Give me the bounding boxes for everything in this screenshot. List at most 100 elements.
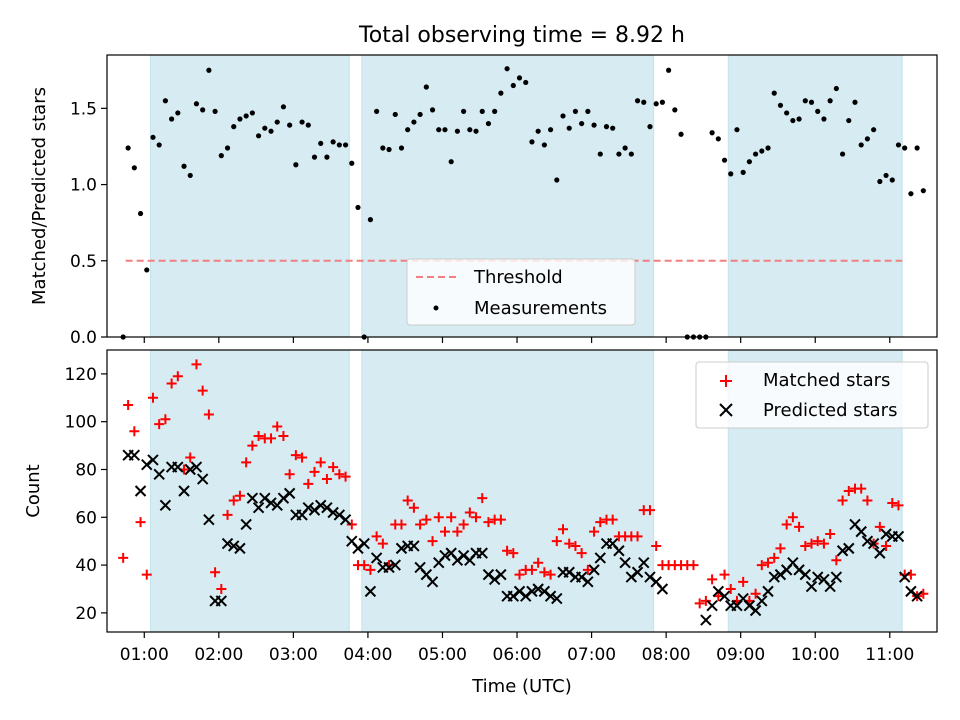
measurement-point xyxy=(771,90,777,96)
matched-star-point xyxy=(787,512,798,523)
measurement-point xyxy=(902,145,908,151)
measurement-point xyxy=(318,140,324,147)
x-tick-label: 10:00 xyxy=(791,645,840,665)
measurement-point xyxy=(734,127,740,133)
measurement-point xyxy=(871,127,877,133)
ratio-y-ticks: 0.0 0.5 1.0 1.5 xyxy=(70,99,107,348)
matched-star-point xyxy=(713,591,724,602)
observing-window-band xyxy=(149,54,350,338)
predicted-star-point xyxy=(644,571,656,583)
predicted-star-point xyxy=(358,537,370,550)
measurement-point xyxy=(510,82,516,89)
predicted-star-point xyxy=(756,595,768,607)
ratio-plot-frame xyxy=(106,54,938,338)
measurement-point xyxy=(746,159,752,165)
matched-star-point xyxy=(763,557,774,568)
predicted-star-point xyxy=(221,537,234,550)
measurement-point xyxy=(231,124,237,130)
measurement-point xyxy=(411,119,417,125)
y-tick-label: 0.5 xyxy=(70,252,97,272)
predicted-star-point xyxy=(408,540,420,552)
matched-star-point xyxy=(881,540,892,551)
measurement-point xyxy=(672,107,678,113)
predicted-star-point xyxy=(488,573,501,586)
measurement-point xyxy=(461,108,467,114)
matched-star-point xyxy=(644,505,655,516)
measurement-point xyxy=(610,125,616,131)
matched-star-point xyxy=(408,502,419,513)
measurement-point xyxy=(448,159,454,165)
matched-star-point xyxy=(781,519,792,530)
matched-star-point xyxy=(464,507,475,518)
measurement-point xyxy=(255,133,262,139)
predicted-star-point xyxy=(203,513,215,526)
matched-star-point xyxy=(688,560,699,571)
measurement-point xyxy=(262,125,268,131)
measurement-point xyxy=(485,120,492,127)
y-tick-label: 80 xyxy=(75,460,97,480)
measurement-point xyxy=(429,107,436,113)
matched-star-point xyxy=(166,378,177,389)
observing-window-band xyxy=(727,54,903,338)
measurement-point xyxy=(187,172,193,179)
measurement-point xyxy=(287,122,293,128)
x-tick-label: 09:00 xyxy=(716,645,765,665)
matched-star-point xyxy=(483,517,494,528)
matched-star-point xyxy=(222,509,233,520)
matched-star-point xyxy=(856,483,867,494)
predicted-star-point xyxy=(265,497,277,509)
measurement-point xyxy=(523,79,529,86)
predicted-star-point xyxy=(575,571,588,583)
matched-star-point xyxy=(118,552,129,563)
measurement-point xyxy=(131,165,137,171)
matched-star-point xyxy=(539,567,550,578)
count-legend-box xyxy=(695,361,929,429)
predicted-star-point xyxy=(339,513,352,526)
measurement-point xyxy=(628,151,634,157)
predicted-star-point xyxy=(153,468,165,480)
matched-star-point xyxy=(700,595,711,606)
matched-star-point xyxy=(272,421,283,432)
measurement-point xyxy=(200,107,206,113)
measurement-point xyxy=(877,178,883,185)
measurement-point xyxy=(498,90,504,96)
predicted-star-point xyxy=(196,473,209,485)
matched-star-point xyxy=(694,598,705,609)
matched-star-point xyxy=(309,466,320,477)
matched-star-point xyxy=(402,495,413,506)
matched-star-point xyxy=(551,536,562,547)
predicted-star-point xyxy=(395,542,408,555)
measurement-point xyxy=(274,119,280,125)
count-y-ticks: 20 40 60 80 100 120 xyxy=(65,365,107,624)
measurement-point xyxy=(821,116,827,122)
legend-measurements-swatch xyxy=(433,305,439,311)
predicted-star-point xyxy=(240,518,252,531)
time-x-ticks: 01:00 02:00 03:00 04:00 05:00 06:00 07:00 08:00… xyxy=(120,632,914,665)
predicted-star-point xyxy=(302,502,314,514)
measurement-point xyxy=(237,116,243,122)
measurement-point xyxy=(715,136,721,142)
x-tick-label: 02:00 xyxy=(194,645,243,665)
predicted-star-point xyxy=(812,571,824,583)
legend-predicted-swatch xyxy=(719,403,733,417)
measurement-point xyxy=(280,104,287,110)
measurement-point xyxy=(380,145,386,151)
predicted-star-point xyxy=(190,461,203,473)
predicted-star-point xyxy=(582,576,594,588)
predicted-star-point xyxy=(656,583,669,595)
predicted-star-point xyxy=(172,461,184,473)
predicted-star-point xyxy=(321,502,333,514)
measurement-point xyxy=(547,127,554,133)
measurement-point xyxy=(417,111,423,118)
matched-star-point xyxy=(707,574,718,585)
predicted-star-point xyxy=(513,585,526,598)
matched-star-point xyxy=(210,567,221,578)
matched-star-point xyxy=(141,569,152,580)
measurement-point xyxy=(137,210,144,217)
measurement-point xyxy=(634,98,641,104)
predicted-star-point xyxy=(743,600,756,612)
measurement-point xyxy=(560,113,566,119)
y-tick-label: 1.0 xyxy=(70,176,97,196)
measurement-point xyxy=(554,177,560,183)
matched-star-point xyxy=(147,392,158,403)
